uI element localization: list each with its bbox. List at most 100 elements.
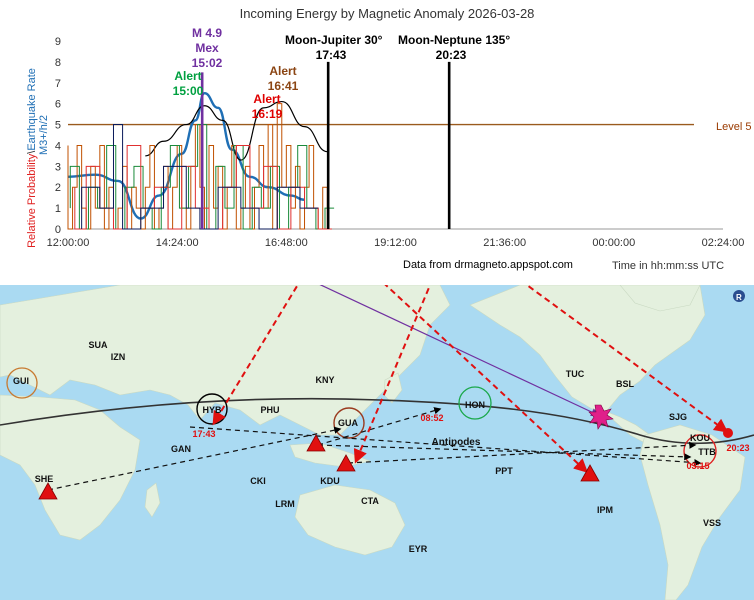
- time-label-3: 20:23: [726, 443, 749, 453]
- level-5-label: Level 5: [716, 121, 751, 133]
- data-source-label: Data from drmagneto.appspot.com: [403, 259, 573, 271]
- alert-red-text: Alert: [253, 92, 281, 106]
- y-tick-label: 4: [55, 140, 61, 152]
- triangle-ipm[interactable]: [580, 464, 600, 482]
- y-label-earthquake-rate: Earthquake Rate: [26, 68, 38, 151]
- land-australia: [294, 484, 406, 556]
- y-tick-label: 9: [55, 36, 61, 48]
- path-she-gua: [47, 426, 342, 491]
- time-label-1: 08:52: [420, 413, 443, 423]
- alert-green-label: Alert 15:00: [171, 69, 205, 99]
- land-africa: [0, 394, 141, 541]
- station-label-cki[interactable]: CKI: [250, 476, 266, 486]
- event-moon-neptune-time: 20:23: [435, 48, 467, 62]
- y-tick-label: 7: [55, 78, 61, 90]
- station-label-eyr[interactable]: EYR: [409, 544, 428, 554]
- station-label-ipm[interactable]: IPM: [597, 505, 613, 515]
- event-m49-magnitude: M 4.9: [191, 26, 222, 40]
- y-tick-label: 1: [55, 203, 61, 215]
- land-north-america: [469, 285, 706, 414]
- station-label-gui[interactable]: GUI: [13, 376, 29, 386]
- x-tick-label: 02:24:00: [702, 237, 745, 249]
- data-source-text: Data from drmagneto.appspot.com: [403, 259, 573, 271]
- station-label-gan[interactable]: GAN: [171, 444, 191, 454]
- arrow-jupiter-hyb: [212, 285, 330, 426]
- station-label-phu[interactable]: PHU: [260, 405, 279, 415]
- station-circle-gui[interactable]: [6, 367, 38, 399]
- alert-green-text: Alert: [174, 69, 202, 83]
- arrow-jupiter-ipm: [384, 285, 589, 473]
- chart-panel: Incoming Energy by Magnetic Anomaly 2026…: [0, 0, 754, 285]
- station-label-sjg[interactable]: SJG: [669, 412, 687, 422]
- x-tick-label: 16:48:00: [265, 237, 308, 249]
- station-label-kou[interactable]: KOU: [690, 433, 710, 443]
- land-masses: [0, 285, 746, 600]
- x-tick-label: 21:36:00: [483, 237, 526, 249]
- station-label-bsl[interactable]: BSL: [616, 379, 635, 389]
- station-circle-ttb[interactable]: [683, 434, 717, 468]
- y-label-separator: \: [26, 150, 38, 154]
- triangle-kdu[interactable]: [336, 454, 356, 472]
- alert-brown-time: 16:41: [267, 79, 299, 93]
- y-tick-label: 3: [55, 161, 61, 173]
- chart-title: Incoming Energy by Magnetic Anomaly 2026…: [240, 6, 535, 21]
- y-tick-label: 2: [55, 182, 61, 194]
- event-moon-neptune-label: Moon-Neptune 135° 20:23: [398, 33, 511, 63]
- y-axis-label-probability: Relative Probability\Earthquake Rate: [26, 68, 38, 248]
- y-tick-label: 6: [55, 99, 61, 111]
- arrow-neptune-kdu: [353, 285, 455, 464]
- station-label-ppt[interactable]: PPT: [495, 466, 513, 476]
- station-label-she[interactable]: SHE: [35, 474, 54, 484]
- alert-green-time: 15:00: [172, 84, 204, 98]
- event-moon-jupiter-label: Moon-Jupiter 30° 17:43: [285, 33, 383, 63]
- station-circle-hon[interactable]: [458, 386, 492, 420]
- station-label-kdu[interactable]: KDU: [320, 476, 340, 486]
- station-label-tuc[interactable]: TUC: [566, 369, 585, 379]
- series-line-5: [81, 124, 319, 230]
- station-label-cta[interactable]: CTA: [361, 496, 379, 506]
- station-label-lrm[interactable]: LRM: [275, 499, 295, 509]
- path-gua-ttb: [317, 444, 692, 461]
- kou-red-dot: [723, 428, 733, 438]
- y-tick-label: 5: [55, 120, 61, 132]
- series-line-3: [69, 124, 335, 230]
- x-tick-label: 00:00:00: [592, 237, 635, 249]
- y-tick-label: 8: [55, 57, 61, 69]
- antipodes-label: Antipodes: [432, 437, 481, 448]
- red-dashed-arrows: [212, 285, 729, 473]
- event-m49-time: 15:02: [191, 56, 223, 70]
- station-label-kny[interactable]: KNY: [315, 375, 334, 385]
- x-axis-label: Time in hh:mm:ss UTC: [612, 260, 724, 272]
- x-tick-label: 14:24:00: [156, 237, 199, 249]
- series-line-1: [145, 100, 328, 161]
- triangle-gua[interactable]: [306, 434, 326, 452]
- station-label-hyb[interactable]: HYB: [202, 405, 222, 415]
- station-label-izn[interactable]: IZN: [111, 352, 126, 362]
- alert-brown-label: Alert 16:41: [266, 64, 300, 94]
- station-label-hon[interactable]: HON: [465, 400, 485, 410]
- station-label-vss[interactable]: VSS: [703, 518, 721, 528]
- y-tick-label: 0: [55, 224, 61, 236]
- alert-brown-text: Alert: [269, 64, 297, 78]
- station-label-sua[interactable]: SUA: [88, 340, 108, 350]
- station-label-gua[interactable]: GUA: [338, 418, 359, 428]
- land-madagascar: [144, 482, 161, 518]
- y-axis-label-unit: M3+/h/2: [38, 115, 50, 155]
- time-label-2: 03:15: [686, 461, 709, 471]
- earthquake-burst-icon: [588, 404, 614, 430]
- x-tick-label: 19:12:00: [374, 237, 417, 249]
- event-moon-jupiter-name: Moon-Jupiter 30°: [285, 33, 383, 47]
- alert-red-time: 16:19: [251, 107, 283, 121]
- y-label-relative-probability: Relative Probability: [26, 153, 38, 248]
- station-label-ttb[interactable]: TTB: [698, 447, 716, 457]
- event-moon-neptune-name: Moon-Neptune 135°: [398, 33, 511, 47]
- event-m49-label: M 4.9 Mex 15:02: [190, 26, 224, 71]
- triangle-she[interactable]: [38, 482, 58, 500]
- epicenter-triangles: [38, 434, 600, 500]
- world-map[interactable]: SUA IZN KNY TUC BSL SJG GUI HYB PHU GUA HON GAN CKI K…: [0, 285, 754, 600]
- x-tick-label: 12:00:00: [47, 237, 90, 249]
- map-control-dot[interactable]: [733, 290, 745, 302]
- alert-red-label: Alert 16:19: [250, 92, 284, 122]
- series-line-0: [67, 92, 305, 220]
